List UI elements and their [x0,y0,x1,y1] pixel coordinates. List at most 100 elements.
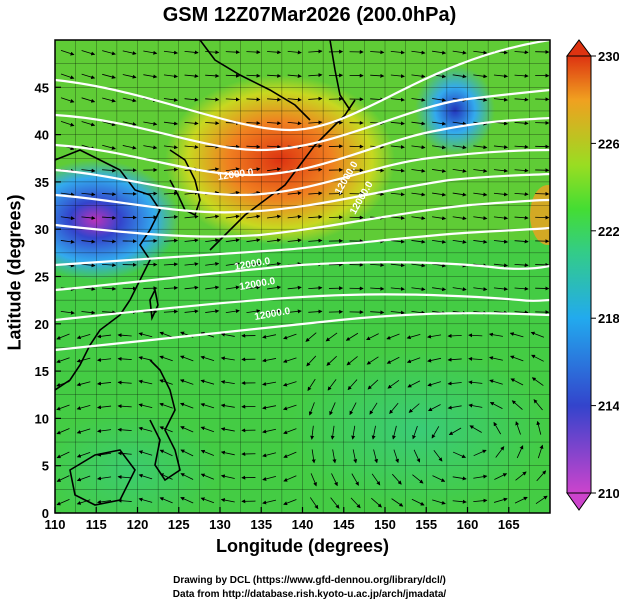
wind-arrow [390,50,405,55]
wind-arrow [493,145,509,150]
wind-arrow [511,400,523,410]
wind-arrow [530,331,545,338]
contour-7 [55,226,550,267]
wind-arrow [351,473,359,486]
wind-arrow [60,192,75,197]
wind-arrow [411,216,426,221]
wind-arrow [205,97,220,102]
wind-arrow [390,239,405,244]
wind-arrow [390,215,405,220]
wind-arrow [493,192,509,197]
colorbar-tick-label: 226 [598,136,619,151]
wind-arrow [138,403,153,409]
wind-arrow [411,310,426,315]
y-tick-label: 40 [35,128,49,143]
coastline-korea [169,149,201,217]
wind-arrow [262,358,277,363]
wind-arrow [432,475,446,482]
wind-arrow [432,239,447,244]
wind-arrow [184,74,199,78]
wind-arrow [413,449,421,463]
wind-arrow [514,263,529,268]
wind-arrow [287,191,302,196]
wind-arrow [143,121,158,126]
wind-arrow [102,144,116,150]
wind-arrow [307,378,316,392]
wind-arrow [220,332,235,337]
wind-arrow [427,404,441,412]
wind-arrow [179,355,194,362]
wind-arrow [283,451,297,458]
contour-5 [55,172,550,214]
wind-arrow [76,499,91,505]
wind-arrow [287,50,302,55]
wind-arrow [81,121,96,127]
wind-arrow [56,333,70,340]
wind-arrow [262,499,277,505]
wind-arrow [308,309,323,314]
wind-arrow [351,425,356,440]
wind-arrow [510,378,524,386]
wind-arrow [117,427,132,432]
warm-anomaly [165,75,395,245]
wind-arrow [143,145,158,150]
wind-arrow [138,332,153,338]
wind-arrow [427,357,442,363]
wind-arrow [159,426,173,433]
wind-arrow [159,355,173,362]
wind-arrow [56,357,70,364]
wind-arrow [536,470,547,482]
wind-arrow [225,309,240,314]
wind-arrow [56,451,70,459]
wind-arrow [473,498,488,503]
wind-arrow [493,421,502,435]
wind-arrow [287,214,302,219]
wind-arrow [386,333,400,340]
wind-arrow [308,167,323,172]
wind-arrow [452,476,467,481]
wind-arrow [60,216,75,221]
wind-arrow [102,73,116,79]
wind-arrow [81,97,96,103]
wind-arrow [432,50,447,55]
x-tick-label: 125 [168,517,190,532]
wind-arrow [473,239,488,244]
wind-arrow [97,476,112,481]
wind-arrow [387,379,400,389]
wind-arrow [332,449,337,464]
wind-arrow [205,73,220,78]
colorbar-tick-label: 222 [598,224,619,239]
wind-arrow [371,473,381,486]
plot-area: 12000.012000.012000.012000.012000.012000… [55,40,550,513]
wind-arrow [406,334,421,340]
wind-arrow [411,192,426,197]
wind-arrow [102,239,117,244]
contour-4 [55,148,550,197]
wind-arrow [330,497,340,509]
wind-arrow [205,261,220,266]
wind-arrow [163,145,179,150]
wind-arrow [267,73,282,78]
wind-arrow [493,168,509,173]
wind-arrow [246,238,261,243]
wind-arrow [370,263,385,268]
y-tick-label: 15 [35,364,49,379]
contour-9 [55,293,550,322]
wind-arrow [205,309,220,314]
wind-arrow [81,73,96,80]
wind-arrow [220,356,235,361]
y-tick-label: 30 [35,222,49,237]
wind-arrow [535,495,548,505]
contour-6 [55,198,550,238]
wind-arrow [473,192,488,197]
wind-arrow [411,263,426,268]
wind-arrow [514,50,529,55]
wind-arrow [452,168,467,173]
wind-arrow [102,50,116,56]
wind-arrow [311,449,316,464]
wind-arrow [200,355,215,361]
wind-arrow [117,498,132,503]
wind-arrow [184,262,199,267]
colorbar-tick-label: 214 [598,399,619,414]
wind-arrow [473,74,488,79]
